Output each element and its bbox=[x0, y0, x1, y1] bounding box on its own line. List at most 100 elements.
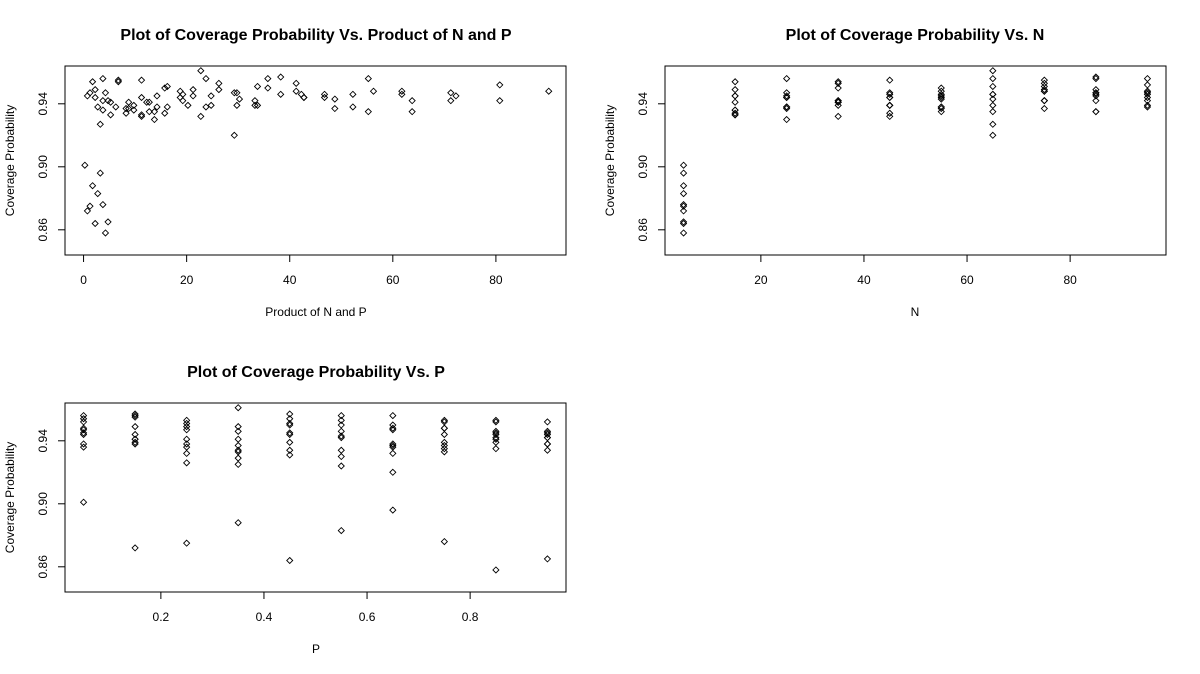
data-point bbox=[86, 89, 94, 97]
x-tick-label: 0.8 bbox=[462, 610, 479, 624]
data-point bbox=[94, 189, 102, 198]
data-point bbox=[130, 106, 138, 114]
data-point bbox=[79, 430, 88, 439]
x-tick-label: 60 bbox=[960, 273, 974, 287]
data-point bbox=[207, 101, 215, 110]
data-point bbox=[989, 108, 997, 116]
data-point bbox=[337, 416, 345, 424]
y-tick-label: 0.86 bbox=[636, 218, 650, 242]
data-point bbox=[131, 440, 139, 448]
x-tick-label: 0.2 bbox=[153, 610, 170, 624]
data-point bbox=[731, 106, 739, 114]
data-point bbox=[886, 101, 894, 110]
data-point bbox=[99, 97, 107, 105]
data-point bbox=[398, 90, 406, 98]
data-point bbox=[679, 207, 688, 215]
data-point bbox=[91, 219, 99, 228]
data-point bbox=[143, 98, 151, 106]
data-point bbox=[349, 90, 357, 98]
data-point bbox=[1143, 87, 1152, 95]
data-point bbox=[440, 445, 448, 453]
data-point bbox=[202, 74, 210, 83]
data-point bbox=[131, 410, 139, 418]
data-point bbox=[783, 74, 791, 83]
data-point bbox=[337, 452, 345, 461]
data-point bbox=[886, 76, 894, 84]
data-point bbox=[543, 418, 552, 426]
data-point bbox=[1040, 97, 1048, 105]
data-point bbox=[1040, 87, 1048, 95]
data-point bbox=[99, 200, 107, 209]
data-point bbox=[389, 506, 397, 514]
y-axis: 0.86 0.90 0.94 bbox=[636, 92, 666, 242]
data-points bbox=[79, 404, 552, 574]
data-point bbox=[679, 169, 688, 177]
data-points bbox=[679, 67, 1152, 237]
data-point bbox=[131, 438, 139, 447]
x-axis-label: P bbox=[312, 642, 320, 656]
y-axis: 0.86 0.90 0.94 bbox=[36, 429, 66, 578]
data-point bbox=[96, 120, 104, 128]
data-point bbox=[989, 82, 997, 91]
data-point bbox=[125, 98, 133, 106]
x-tick-label: 80 bbox=[489, 273, 503, 287]
data-point bbox=[989, 67, 997, 75]
data-point bbox=[492, 430, 500, 439]
data-point bbox=[101, 89, 110, 97]
data-point bbox=[277, 90, 285, 98]
plot-frame bbox=[64, 402, 567, 593]
y-axis-label: Coverage Probability bbox=[603, 105, 617, 216]
data-point bbox=[834, 97, 842, 105]
data-point bbox=[233, 89, 241, 97]
data-point bbox=[731, 85, 739, 94]
x-axis-label: Product of N and P bbox=[265, 305, 366, 319]
data-point bbox=[300, 93, 308, 102]
x-tick-label: 80 bbox=[1063, 273, 1077, 287]
data-point bbox=[337, 427, 345, 435]
data-point bbox=[286, 429, 294, 437]
data-point bbox=[492, 566, 500, 574]
scatter-panel-np: Plot of Coverage Probability Vs. Product… bbox=[3, 27, 567, 319]
data-point bbox=[886, 101, 894, 110]
data-point bbox=[145, 108, 153, 116]
x-tick-label: 60 bbox=[386, 273, 400, 287]
y-tick-label: 0.90 bbox=[636, 155, 650, 179]
data-point bbox=[989, 74, 997, 83]
y-tick-label: 0.94 bbox=[36, 429, 50, 453]
x-tick-label: 40 bbox=[857, 273, 871, 287]
data-point bbox=[99, 74, 107, 83]
y-tick-label: 0.94 bbox=[36, 92, 50, 116]
data-point bbox=[1040, 79, 1048, 87]
data-point bbox=[176, 93, 184, 102]
data-point bbox=[1092, 73, 1100, 81]
data-point bbox=[440, 537, 448, 546]
chart-title: Plot of Coverage Probability Vs. Product… bbox=[120, 27, 511, 44]
x-axis: 0.2 0.4 0.6 0.8 bbox=[153, 591, 479, 624]
data-point bbox=[320, 90, 329, 98]
data-point bbox=[286, 451, 294, 459]
data-point bbox=[389, 441, 397, 450]
data-point bbox=[364, 108, 372, 116]
data-point bbox=[834, 101, 842, 110]
data-point bbox=[207, 92, 215, 100]
data-point bbox=[937, 93, 945, 102]
data-point bbox=[492, 418, 500, 426]
data-point bbox=[234, 460, 242, 469]
data-point bbox=[131, 413, 139, 421]
data-point bbox=[337, 462, 345, 470]
data-point bbox=[1040, 82, 1048, 91]
data-point bbox=[88, 78, 97, 86]
data-point bbox=[251, 101, 259, 110]
x-tick-label: 40 bbox=[283, 273, 297, 287]
data-point bbox=[1143, 101, 1152, 110]
data-point bbox=[834, 84, 842, 92]
data-point bbox=[989, 101, 997, 110]
data-point bbox=[886, 101, 894, 110]
data-point bbox=[543, 440, 552, 448]
data-point bbox=[234, 427, 242, 435]
data-point bbox=[389, 468, 397, 476]
data-point bbox=[783, 103, 791, 111]
data-point bbox=[183, 426, 191, 434]
data-point bbox=[106, 98, 115, 106]
data-point bbox=[161, 109, 169, 117]
